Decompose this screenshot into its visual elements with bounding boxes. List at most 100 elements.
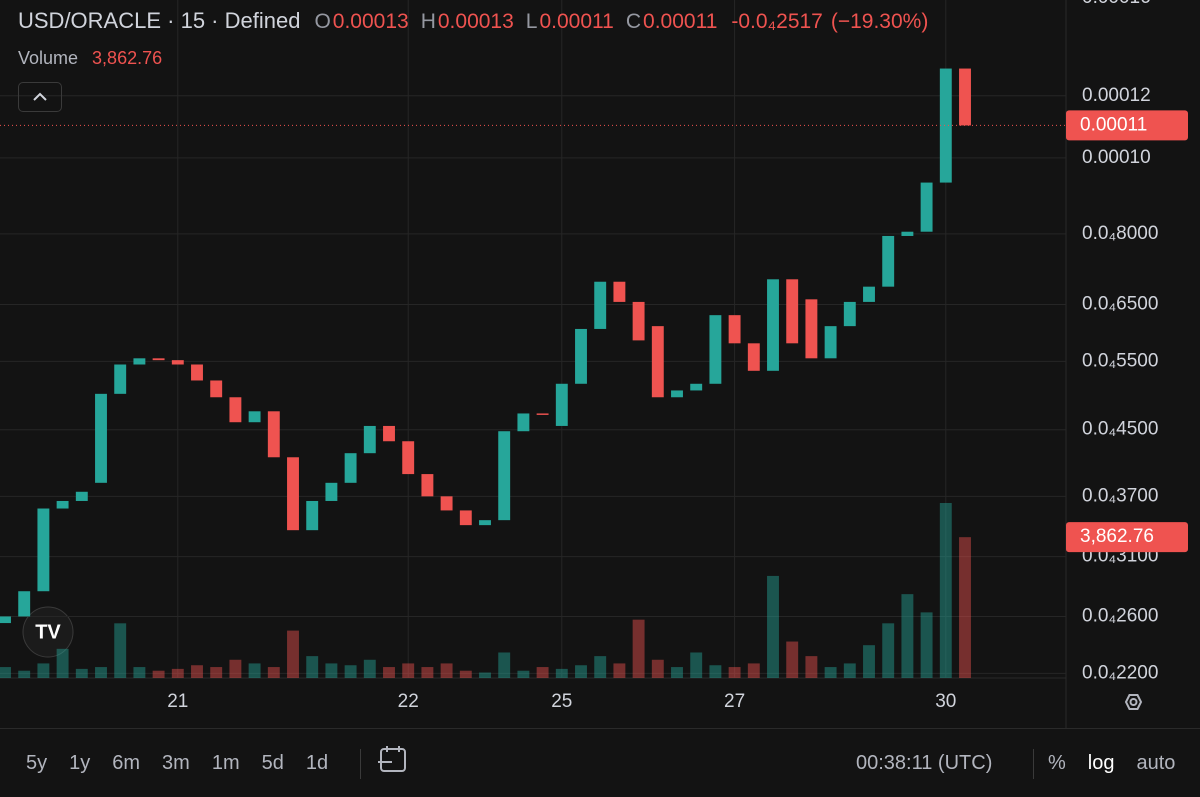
y-tick-label: 0.00016 [1082,0,1151,8]
volume-bar [939,503,952,678]
range-button[interactable]: 5y [26,752,48,774]
y-tick-label: 0.0₄2200 [1082,662,1158,683]
volume-bar [767,575,779,678]
scale-option[interactable]: log [1087,752,1115,774]
range-button[interactable]: 6m [112,752,141,774]
candle [191,364,203,381]
candle [843,301,856,327]
range-button[interactable]: 3m [162,752,190,774]
candle [440,496,453,511]
volume-bar [383,667,395,678]
grid [0,0,1066,678]
settings-icon[interactable] [1124,694,1143,710]
ohlc-key: C [625,10,642,33]
range-button[interactable]: 5d [261,752,284,774]
volume-bar [37,663,50,678]
candle [344,453,357,483]
chevron [33,92,47,101]
legend: USD/ORACLE · 15 · Defined O0.00013 H0.000… [18,8,928,34]
volume-bar [287,630,299,678]
ohlc-item: C0.00011 [626,10,718,34]
tv-logo: TV [22,606,74,658]
ohlc-key: O [314,10,331,33]
volume-bar [786,641,799,678]
candle [421,474,434,497]
volume-bar [267,667,280,678]
ohlc-value: 0.00011 [643,10,718,33]
scale-option[interactable]: auto [1136,752,1176,774]
candle [133,358,146,365]
range-button[interactable]: 1m [211,752,240,774]
candle [709,315,722,384]
volume-bar [824,667,837,678]
volume-tag-label: 3,862.76 [1080,526,1154,547]
volume-bar [882,623,895,678]
collapse-button[interactable] [18,82,62,112]
ohlc-item: H0.00013 [421,10,514,34]
candle [786,279,799,344]
candle [671,390,683,398]
candle [575,328,587,384]
volume-value: 3,862.76 [92,48,163,68]
candle [882,235,895,287]
candle [229,397,242,423]
change-pct: (−19.30%) [830,10,929,33]
ohlc-key: L [525,10,538,33]
candle [728,315,741,344]
volume-bar [440,663,453,678]
volume-bar [613,663,626,678]
volume-bar [421,667,434,678]
volume-title: Volume [18,48,79,68]
candle [920,182,933,232]
candle [805,299,818,359]
candle [613,281,626,302]
volume-bar [18,670,31,678]
volume-bar [459,670,472,678]
candle [363,425,376,454]
ranges: 5y 1y 6m 3m 1m 5d 1d [26,752,328,775]
volume-bar [152,670,165,678]
volume-bar [671,667,683,678]
y-tick-label: 0.0₄2600 [1082,605,1158,626]
volume-bar [594,656,607,678]
ohlc-value: 0.00013 [332,10,409,33]
candle [555,383,568,426]
volume-bar [690,652,703,678]
volume-bar [402,663,415,678]
volume-bar [171,668,184,678]
date-range-icon[interactable] [376,743,410,777]
volume-bar [363,659,376,678]
volume-bar [75,668,88,678]
candle [939,68,952,183]
scale-option[interactable]: % [1048,752,1066,774]
candle [152,358,165,361]
separator [360,748,361,779]
y-tick-label: 0.0₄6500 [1082,294,1158,315]
toolbar: 5y 1y 6m 3m 1m 5d 1d 00:38:11 (UTC) % log auto [0,728,1200,797]
ohlc: O0.00013 H0.00013 L 0.00011 C0.00011 [314,10,717,34]
candle [863,286,875,302]
candle [459,510,472,526]
volume-bar [517,670,530,678]
volume-bar [344,665,357,678]
symbol: USD/ORACLE · 15 · Defined [18,8,301,33]
volume-bar [95,667,107,678]
candle [383,425,395,442]
candle [536,413,549,415]
range-button[interactable]: 1d [305,752,329,774]
scale-options: % log auto [1048,752,1175,775]
range-button[interactable]: 1y [69,752,91,774]
candle [498,431,511,521]
candle [171,360,184,365]
clock[interactable]: 00:38:11 (UTC) [856,752,993,774]
volume-bar [632,619,645,678]
volume-bar [920,612,933,678]
chart: TV 0.00016 0.00012 0.00010 0.0₄8000 0.0₄6500… [0,0,1188,728]
candle [517,413,530,432]
volume-bar [747,663,760,678]
volume-bar [651,659,664,678]
volume-bar [306,656,319,678]
volume-legend: Volume 3,862.76 [18,48,162,69]
price-tag-label: 0.00011 [1080,114,1147,135]
volume-bar [0,667,11,678]
